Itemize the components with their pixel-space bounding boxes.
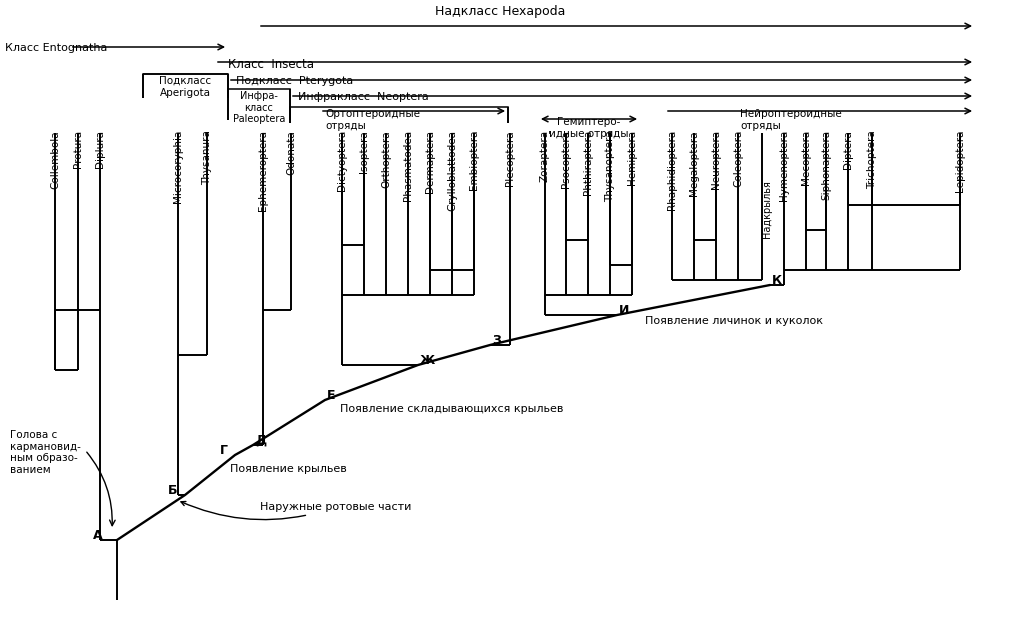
Text: Psocoptera: Psocoptera xyxy=(561,130,571,188)
Text: Isoptera: Isoptera xyxy=(359,130,369,173)
Text: Diplura: Diplura xyxy=(95,130,105,168)
Text: Класс  Insecta: Класс Insecta xyxy=(228,58,314,71)
Text: Инфра-
класс
Paleoptera: Инфра- класс Paleoptera xyxy=(232,91,286,124)
Text: Plecoptera: Plecoptera xyxy=(505,130,515,185)
Text: Grylloblattodea: Grylloblattodea xyxy=(447,130,457,211)
Text: Neuroptera: Neuroptera xyxy=(711,130,721,189)
Text: Появление личинок и куколок: Появление личинок и куколок xyxy=(645,316,823,326)
Text: Наружные ротовые части: Наружные ротовые части xyxy=(181,502,412,520)
Text: Ж: Ж xyxy=(420,354,435,367)
Text: Protura: Protura xyxy=(73,130,83,168)
Text: Появление крыльев: Появление крыльев xyxy=(230,464,347,474)
Text: Б: Б xyxy=(168,484,177,497)
Text: Гемиптеро-
идные отряды: Гемиптеро- идные отряды xyxy=(549,117,629,139)
Text: Zoraptera: Zoraptera xyxy=(540,130,550,182)
Text: З: З xyxy=(492,334,501,347)
Text: Phasmatodea: Phasmatodea xyxy=(403,130,413,201)
Text: Diptera: Diptera xyxy=(843,130,853,169)
Text: Thysanura: Thysanura xyxy=(202,130,212,185)
Text: Подкласс
Aperigota: Подкласс Aperigota xyxy=(160,76,212,98)
Text: Появление складывающихся крыльев: Появление складывающихся крыльев xyxy=(340,404,563,414)
Text: Trichoptera: Trichoptera xyxy=(867,130,877,189)
Text: Megaloptera: Megaloptera xyxy=(689,130,699,196)
Text: Phthiraptera: Phthiraptera xyxy=(583,130,593,196)
Text: Hemiptera: Hemiptera xyxy=(627,130,637,185)
Text: Coleoptera: Coleoptera xyxy=(733,130,743,187)
Text: Нейроптероидные
отряды: Нейроптероидные отряды xyxy=(740,109,842,130)
Text: Ephemeroptera: Ephemeroptera xyxy=(258,130,268,211)
Text: Подкласс  Pterygota: Подкласс Pterygota xyxy=(236,76,353,86)
Text: Инфракласс  Neoptera: Инфракласс Neoptera xyxy=(298,92,429,102)
Text: ': ' xyxy=(548,130,551,140)
Text: Thysanoptera: Thysanoptera xyxy=(605,130,615,202)
Text: Orthoptera: Orthoptera xyxy=(381,130,391,188)
Text: Д: Д xyxy=(255,434,266,447)
Text: К: К xyxy=(772,274,782,287)
Text: Rhaphidioptera: Rhaphidioptera xyxy=(667,130,677,210)
Text: Голова с
кармановид-
ным образо-
ванием: Голова с кармановид- ным образо- ванием xyxy=(10,430,81,475)
Text: Embioptera: Embioptera xyxy=(469,130,479,190)
Text: Е: Е xyxy=(327,389,336,402)
Text: Надкрылья: Надкрылья xyxy=(762,180,772,238)
Text: Mecoptera: Mecoptera xyxy=(801,130,811,185)
Text: Dictyoptera: Dictyoptera xyxy=(337,130,347,191)
Text: И: И xyxy=(618,304,630,317)
Text: Dermaptera: Dermaptera xyxy=(425,130,435,193)
Text: А: А xyxy=(93,529,102,542)
Text: Г: Г xyxy=(220,444,228,457)
Text: Класс Entognatha: Класс Entognatha xyxy=(5,43,108,53)
Text: Надкласс Hexapoda: Надкласс Hexapoda xyxy=(435,5,565,18)
Text: Hymenoptera: Hymenoptera xyxy=(779,130,790,201)
Text: Odonata: Odonata xyxy=(286,130,296,174)
Text: Siphonaptera: Siphonaptera xyxy=(821,130,831,200)
Text: Lepidoptera: Lepidoptera xyxy=(955,130,965,192)
Text: Collembola: Collembola xyxy=(50,130,60,189)
Text: Microcoryphia: Microcoryphia xyxy=(173,130,183,203)
Text: Ортоптероидные
отряды: Ортоптероидные отряды xyxy=(325,109,420,130)
